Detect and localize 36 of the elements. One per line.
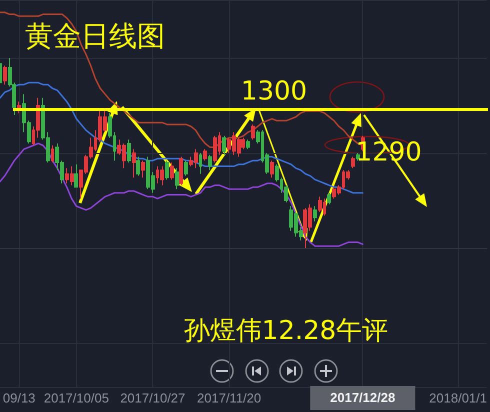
candlestick [356, 152, 360, 162]
candlestick [184, 160, 188, 176]
candlestick [175, 168, 179, 190]
candlestick [3, 65, 7, 86]
candlestick [351, 156, 355, 169]
candlestick [165, 160, 169, 180]
candlestick [270, 160, 274, 178]
chart-title: 黄金日线图 [25, 20, 165, 52]
candlestick [327, 192, 331, 205]
candlestick [246, 139, 250, 150]
candlestick [160, 166, 164, 186]
candlestick [313, 206, 317, 222]
annotation: 1290 [356, 137, 422, 168]
text: 孙煜伟12.28午评 [184, 316, 388, 346]
candlestick [127, 139, 131, 163]
candlestick [51, 144, 54, 163]
candlestick [318, 196, 322, 212]
candlestick [132, 148, 136, 178]
candlestick [203, 148, 207, 162]
candlestick [213, 135, 217, 163]
candlestick [199, 152, 202, 174]
x-tick-label: 2017/10/27 [120, 390, 186, 406]
x-tick-label: 2017/11/20 [197, 390, 262, 406]
candlestick [74, 164, 78, 188]
candlestick [251, 124, 255, 140]
candlestick [208, 154, 212, 171]
candlestick [222, 135, 226, 156]
candlestick [179, 156, 183, 186]
candlestick [170, 162, 174, 180]
x-tick-label: 2017/10/05 [44, 390, 109, 406]
annotation: 1300 [240, 76, 308, 106]
x-tick-label: 2017/12/28 [330, 390, 396, 405]
candlestick [141, 160, 145, 178]
candlestick [136, 156, 140, 176]
x-tick-label: 09/13 [2, 390, 36, 406]
x-tick-label: 2018/01/1 [429, 390, 488, 406]
